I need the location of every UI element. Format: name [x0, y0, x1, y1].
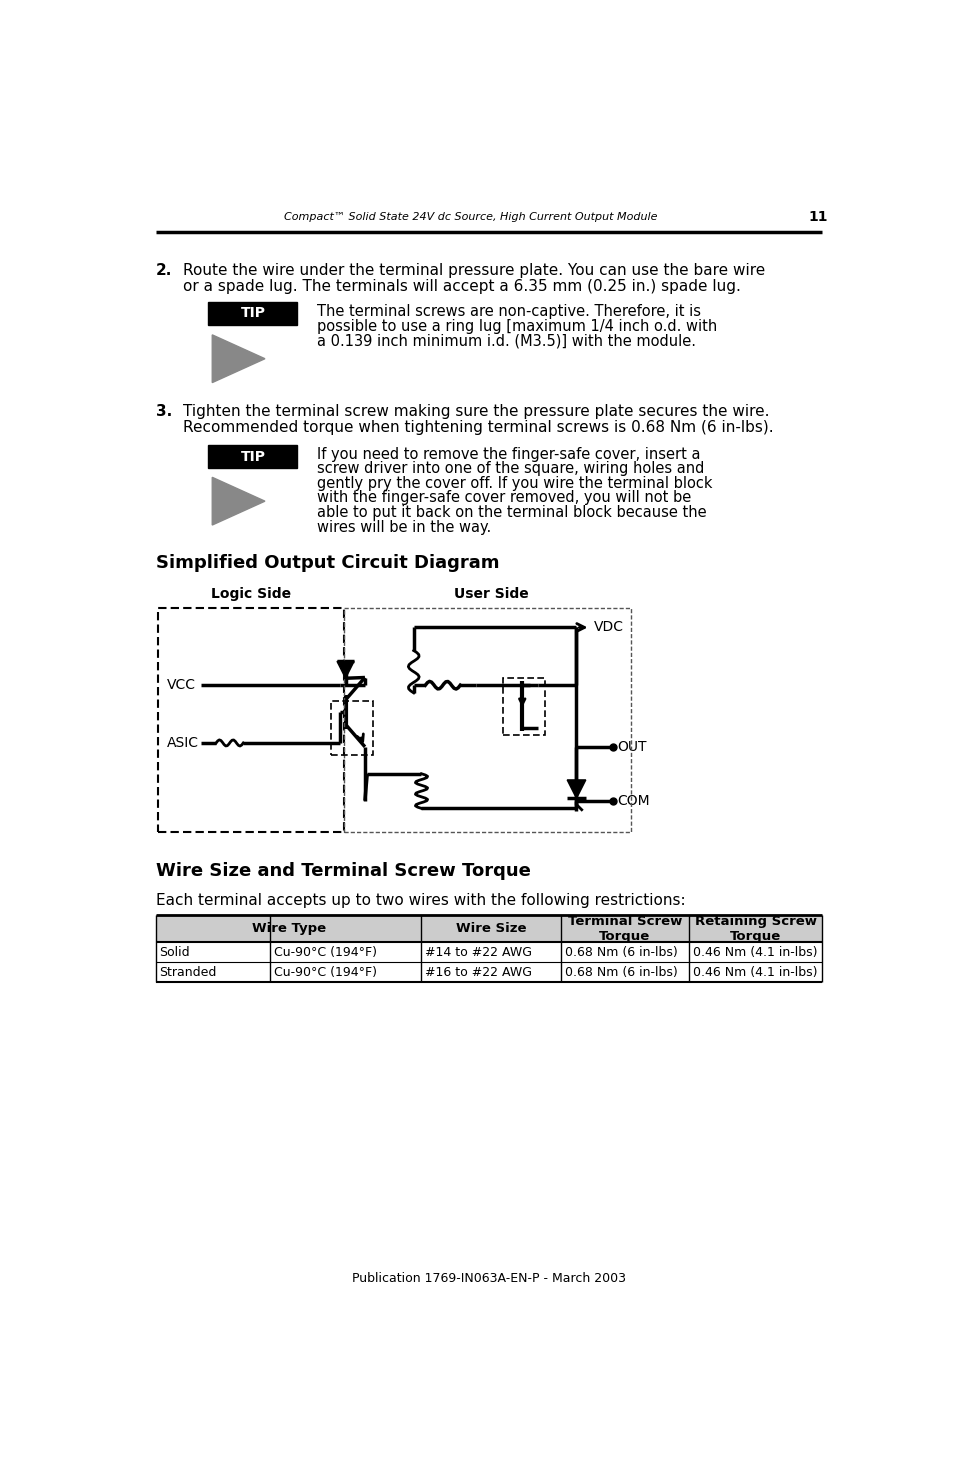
Text: wires will be in the way.: wires will be in the way. [316, 519, 491, 534]
Text: screw driver into one of the square, wiring holes and: screw driver into one of the square, wir… [316, 462, 703, 476]
Text: 0.68 Nm (6 in-lbs): 0.68 Nm (6 in-lbs) [564, 945, 677, 959]
Text: Cu-90°C (194°F): Cu-90°C (194°F) [274, 966, 376, 979]
Text: TIP: TIP [240, 450, 265, 463]
Text: 0.68 Nm (6 in-lbs): 0.68 Nm (6 in-lbs) [564, 966, 677, 979]
Text: The terminal screws are non-captive. Therefore, it is: The terminal screws are non-captive. The… [316, 304, 700, 319]
Bar [208, 302, 297, 324]
Polygon shape [567, 780, 585, 798]
Text: Wire Size and Terminal Screw Torque: Wire Size and Terminal Screw Torque [155, 863, 530, 881]
Text: If you need to remove the finger-safe cover, insert a: If you need to remove the finger-safe co… [316, 447, 700, 462]
Bar [208, 445, 297, 468]
Text: 2.: 2. [155, 263, 172, 279]
Text: User Side: User Side [454, 587, 528, 600]
Text: possible to use a ring lug [maximum 1/4 inch o.d. with: possible to use a ring lug [maximum 1/4 … [316, 319, 717, 333]
Text: or a spade lug. The terminals will accept a 6.35 mm (0.25 in.) spade lug.: or a spade lug. The terminals will accep… [183, 279, 740, 294]
Text: Compact™ Solid State 24V dc Source, High Current Output Module: Compact™ Solid State 24V dc Source, High… [284, 212, 658, 223]
Text: VCC: VCC [167, 678, 196, 692]
Text: 0.46 Nm (4.1 in-lbs): 0.46 Nm (4.1 in-lbs) [692, 945, 817, 959]
Text: Wire Type: Wire Type [252, 922, 325, 935]
Text: COM: COM [617, 794, 649, 808]
Text: Simplified Output Circuit Diagram: Simplified Output Circuit Diagram [155, 555, 498, 572]
Text: #14 to #22 AWG: #14 to #22 AWG [425, 945, 532, 959]
Text: ASIC: ASIC [167, 736, 199, 749]
Text: Cu-90°C (194°F): Cu-90°C (194°F) [274, 945, 376, 959]
Text: Terminal Screw
Torque: Terminal Screw Torque [567, 914, 681, 943]
Text: Stranded: Stranded [159, 966, 216, 979]
Text: Each terminal accepts up to two wires with the following restrictions:: Each terminal accepts up to two wires wi… [155, 892, 684, 909]
Text: a 0.139 inch minimum i.d. (M3.5)] with the module.: a 0.139 inch minimum i.d. (M3.5)] with t… [316, 333, 695, 348]
Bar [502, 677, 545, 735]
Polygon shape [336, 661, 354, 679]
Text: Logic Side: Logic Side [211, 587, 291, 600]
Text: with the finger-safe cover removed, you will not be: with the finger-safe cover removed, you … [316, 490, 690, 506]
Bar [158, 608, 344, 832]
Text: TIP: TIP [240, 307, 265, 320]
Text: VDC: VDC [593, 621, 623, 634]
Text: 0.46 Nm (4.1 in-lbs): 0.46 Nm (4.1 in-lbs) [692, 966, 817, 979]
Text: Recommended torque when tightening terminal screws is 0.68 Nm (6 in-lbs).: Recommended torque when tightening termi… [183, 419, 773, 435]
Bar [155, 914, 821, 943]
Text: #16 to #22 AWG: #16 to #22 AWG [425, 966, 532, 979]
Text: 3.: 3. [155, 404, 172, 419]
Text: Retaining Screw
Torque: Retaining Screw Torque [694, 914, 816, 943]
Polygon shape [212, 478, 265, 525]
Text: Tighten the terminal screw making sure the pressure plate secures the wire.: Tighten the terminal screw making sure t… [183, 404, 768, 419]
Text: gently pry the cover off. If you wire the terminal block: gently pry the cover off. If you wire th… [316, 476, 712, 491]
Text: able to put it back on the terminal block because the: able to put it back on the terminal bloc… [316, 504, 706, 521]
Text: Wire Size: Wire Size [456, 922, 526, 935]
Text: Publication 1769-IN063A-EN-P - March 2003: Publication 1769-IN063A-EN-P - March 200… [352, 1271, 625, 1285]
Bar [344, 608, 630, 832]
Polygon shape [212, 335, 265, 382]
Text: OUT: OUT [617, 740, 645, 754]
Text: 11: 11 [808, 209, 827, 224]
Text: Route the wire under the terminal pressure plate. You can use the bare wire: Route the wire under the terminal pressu… [183, 263, 764, 279]
Bar [331, 701, 373, 755]
Text: Solid: Solid [159, 945, 190, 959]
